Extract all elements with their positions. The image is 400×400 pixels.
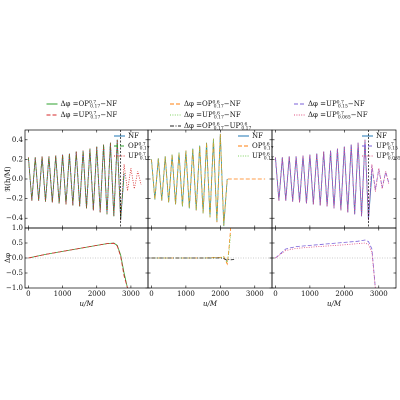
legend-label: Δφ =OP0.6 0.17−UP0.6 0.17	[184, 121, 252, 131]
series-line	[28, 242, 128, 288]
y-tick-label: 0.5	[12, 239, 23, 247]
x-tick-label: 2000	[335, 290, 353, 298]
legend-label: NF	[252, 132, 263, 140]
y-tick-label: 0.4	[12, 136, 24, 144]
x-tick-label: 2000	[88, 290, 106, 298]
series-line	[151, 257, 235, 261]
legend-label: UP0.7 0.15	[376, 141, 398, 151]
plot-area	[148, 228, 272, 266]
legend-label: OP0.6 0.17	[252, 141, 274, 151]
legend-label: NF	[128, 132, 139, 140]
legend-label: Δφ =UP0.7 0.15−NF	[308, 99, 365, 109]
y-tick-label: 0.0	[12, 254, 23, 262]
x-tick-label: 0	[26, 290, 30, 298]
x-tick-label: 1000	[177, 290, 195, 298]
x-tick-label: 0	[273, 290, 277, 298]
x-tick-label: 3000	[246, 290, 264, 298]
legend-label: Δφ =UP0.7 0.17−NF	[61, 110, 118, 120]
x-axis-label: u/M	[79, 300, 94, 308]
series-line	[151, 133, 266, 226]
legend-label: NF	[376, 132, 387, 140]
series-line	[275, 139, 390, 221]
plot-area	[151, 133, 266, 227]
plot-area	[272, 239, 396, 288]
series-line	[275, 242, 376, 288]
y-tick-label: −0.5	[6, 269, 23, 277]
series-line	[151, 133, 228, 227]
x-tick-label: 3000	[370, 290, 388, 298]
series-line	[151, 228, 232, 266]
y-tick-label: 1.0	[12, 224, 23, 232]
y-axis-label: Δφ	[4, 253, 12, 263]
plot-area	[28, 139, 142, 221]
x-axis-label: u/M	[327, 300, 342, 308]
y-tick-label: −0.2	[6, 195, 23, 203]
legend-label: Δφ =UP0.7 0.065−NF	[308, 110, 368, 120]
legend-label: UP0.7 0.17	[128, 151, 150, 161]
x-tick-label: 2000	[211, 290, 229, 298]
legend-label: Δφ =UP0.6 0.17−NF	[184, 110, 241, 120]
x-tick-label: 1000	[301, 290, 319, 298]
series-line	[28, 139, 142, 221]
legend-label: Δφ =OP0.6 0.17−NF	[184, 99, 241, 109]
y-tick-label: 0.0	[12, 175, 23, 183]
legend-label: UP0.6 0.17	[252, 151, 274, 161]
legend-label: UP0.7 0.065	[376, 151, 400, 161]
y-tick-label: −0.4	[6, 214, 24, 222]
series-line	[28, 242, 128, 288]
x-tick-label: 3000	[122, 290, 140, 298]
y-axis-label: ℜ(h/M)	[4, 166, 12, 191]
legend-label: OP0.7 0.17	[128, 141, 150, 151]
x-tick-label: 0	[149, 290, 153, 298]
plot-area	[275, 139, 390, 221]
y-tick-label: 0.2	[12, 155, 23, 163]
series-line	[151, 133, 228, 227]
x-tick-label: 1000	[54, 290, 72, 298]
y-tick-label: −1.0	[6, 284, 23, 292]
x-axis-label: u/M	[203, 300, 218, 308]
series-line	[275, 239, 376, 288]
plot-area	[25, 242, 148, 288]
legend-label: Δφ =OP0.7 0.17−NF	[61, 99, 118, 109]
series-line	[275, 139, 390, 220]
